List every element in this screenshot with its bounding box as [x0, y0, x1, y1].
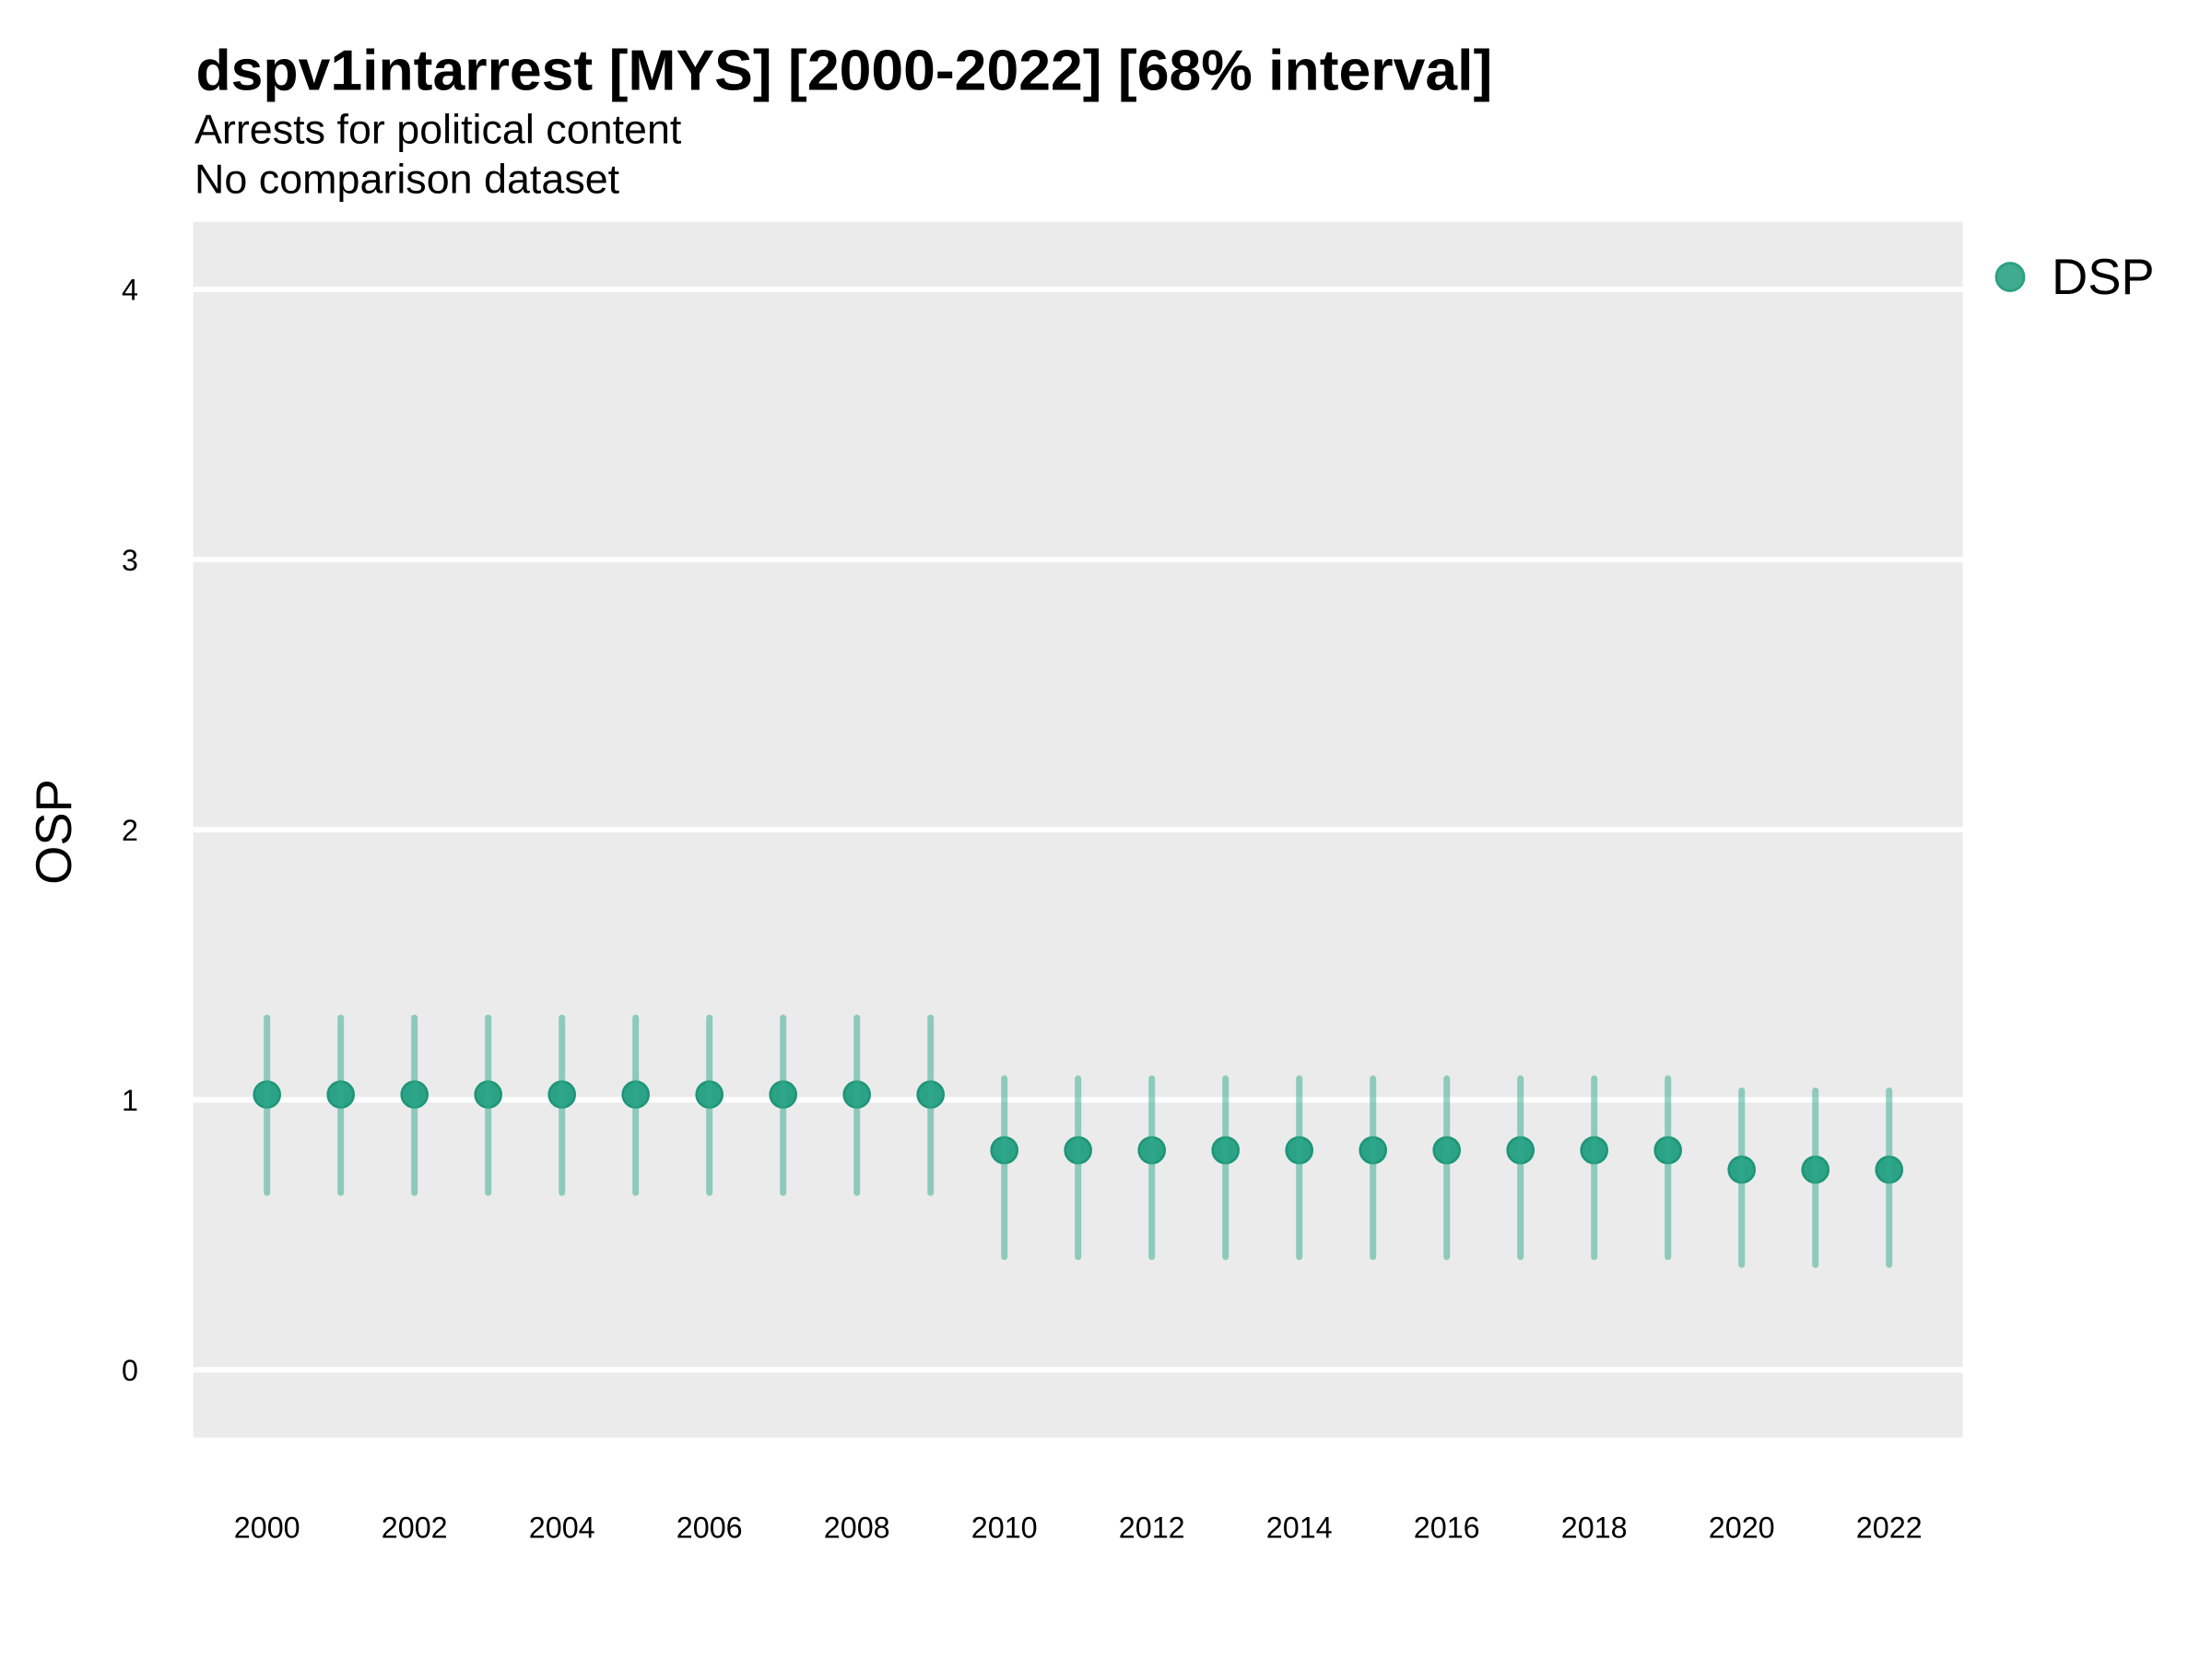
svg-text:dspv1intarrest [MYS] [2000-202: dspv1intarrest [MYS] [2000-2022] [68% in… [196, 39, 1493, 103]
svg-text:2004: 2004 [529, 1511, 595, 1544]
svg-text:2010: 2010 [971, 1511, 1038, 1544]
svg-text:2000: 2000 [234, 1511, 300, 1544]
svg-text:Arrests for political content: Arrests for political content [194, 105, 682, 152]
svg-text:No comparison dataset: No comparison dataset [194, 156, 620, 203]
svg-text:2012: 2012 [1119, 1511, 1185, 1544]
svg-text:2006: 2006 [677, 1511, 743, 1544]
svg-text:DSP: DSP [2052, 249, 2155, 305]
svg-text:OSP: OSP [26, 779, 82, 885]
svg-text:2022: 2022 [1856, 1511, 1923, 1544]
svg-text:2008: 2008 [824, 1511, 890, 1544]
svg-text:2018: 2018 [1561, 1511, 1628, 1544]
svg-text:4: 4 [122, 274, 138, 307]
svg-text:3: 3 [122, 544, 138, 577]
svg-text:2014: 2014 [1266, 1511, 1333, 1544]
svg-text:2: 2 [122, 814, 138, 847]
svg-text:1: 1 [122, 1084, 138, 1117]
svg-text:0: 0 [122, 1354, 138, 1387]
svg-text:2020: 2020 [1709, 1511, 1775, 1544]
svg-text:2002: 2002 [382, 1511, 448, 1544]
svg-text:2016: 2016 [1414, 1511, 1480, 1544]
